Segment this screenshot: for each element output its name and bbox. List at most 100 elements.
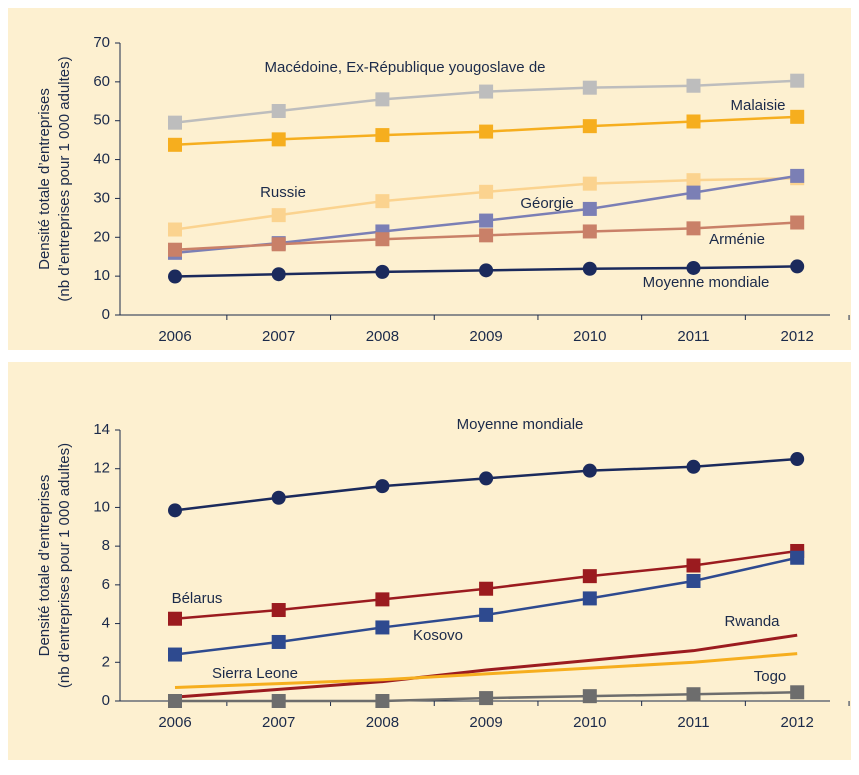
- point: [479, 581, 494, 596]
- point: [582, 224, 597, 239]
- point: [582, 463, 597, 478]
- point: [375, 620, 390, 635]
- point: [479, 471, 494, 486]
- y-tick-label: 50: [93, 112, 110, 129]
- series-label: Moyenne mondiale: [643, 274, 770, 291]
- y-tick-label: 70: [93, 34, 110, 51]
- point: [479, 607, 494, 622]
- point: [479, 228, 494, 243]
- y-tick-label: 60: [93, 73, 110, 90]
- point: [686, 114, 701, 129]
- point: [686, 573, 701, 588]
- point: [375, 264, 390, 279]
- point: [271, 267, 286, 282]
- point: [271, 490, 286, 505]
- point: [790, 452, 805, 467]
- point: [168, 137, 182, 152]
- series-label: Russie: [260, 184, 306, 201]
- point: [168, 694, 182, 708]
- point: [479, 691, 494, 706]
- y-tick-label: 8: [102, 537, 110, 554]
- x-tick-label: 2009: [469, 714, 502, 731]
- point: [479, 184, 494, 199]
- point: [271, 104, 286, 118]
- point: [686, 78, 701, 93]
- point: [790, 109, 805, 124]
- y-tick-label: 0: [102, 692, 110, 709]
- point: [790, 550, 805, 565]
- point: [375, 194, 390, 209]
- y-axis-label: (nb d’entreprises pour 1 000 adultes): [56, 443, 73, 688]
- point: [168, 503, 182, 518]
- point: [686, 260, 701, 275]
- point: [479, 124, 494, 139]
- x-tick-label: 2011: [677, 328, 709, 345]
- series-label: Togo: [754, 668, 787, 685]
- y-tick-label: 20: [93, 228, 110, 245]
- x-tick-label: 2012: [781, 328, 814, 345]
- point: [582, 689, 597, 704]
- point: [790, 73, 805, 88]
- series-line: [174, 652, 798, 689]
- y-tick-label: 2: [102, 653, 110, 670]
- point: [582, 591, 597, 606]
- x-tick-label: 2011: [677, 714, 709, 731]
- y-tick-label: 6: [102, 576, 110, 593]
- series-label: Rwanda: [724, 613, 780, 630]
- x-tick-label: 2006: [158, 328, 191, 345]
- y-tick-label: 10: [93, 267, 110, 284]
- point: [582, 261, 597, 276]
- point: [686, 687, 701, 702]
- series-label: Macédoine, Ex-République yougoslave de: [264, 59, 545, 76]
- x-tick-label: 2012: [781, 714, 814, 731]
- point: [271, 634, 286, 649]
- point: [168, 242, 182, 257]
- series-label: Géorgie: [520, 195, 573, 212]
- point: [479, 84, 494, 99]
- x-tick-label: 2010: [573, 328, 606, 345]
- point: [271, 603, 286, 618]
- series-label: Arménie: [709, 231, 765, 248]
- point: [790, 168, 805, 183]
- point: [375, 232, 390, 247]
- point: [790, 259, 805, 274]
- point: [375, 92, 390, 107]
- y-tick-label: 12: [93, 460, 110, 477]
- x-tick-label: 2008: [366, 714, 399, 731]
- point: [790, 215, 805, 230]
- series-label: Moyenne mondiale: [457, 416, 584, 433]
- point: [271, 237, 286, 252]
- point: [686, 459, 701, 474]
- point: [168, 647, 182, 662]
- point: [168, 269, 182, 284]
- series-label: Kosovo: [413, 627, 463, 644]
- series-label: Bélarus: [172, 590, 223, 607]
- point: [686, 173, 701, 188]
- point: [375, 694, 390, 708]
- y-tick-label: 14: [93, 421, 110, 438]
- x-tick-label: 2008: [366, 328, 399, 345]
- series-label: Sierra Leone: [212, 665, 298, 682]
- point: [582, 80, 597, 95]
- point: [168, 611, 182, 626]
- point: [686, 221, 701, 236]
- y-tick-label: 40: [93, 151, 110, 168]
- y-tick-label: 10: [93, 498, 110, 515]
- y-axis-label: Densité totale d’entreprises: [36, 475, 53, 657]
- point: [582, 119, 597, 134]
- point: [271, 132, 286, 147]
- point: [479, 263, 494, 278]
- point: [271, 208, 286, 223]
- x-tick-label: 2006: [158, 714, 191, 731]
- point: [686, 558, 701, 573]
- point: [168, 115, 182, 130]
- point: [479, 213, 494, 228]
- x-tick-label: 2009: [469, 328, 502, 345]
- point: [582, 176, 597, 191]
- point: [375, 128, 390, 143]
- y-axis-label: (nb d’entreprises pour 1 000 adultes): [56, 56, 73, 301]
- point: [271, 694, 286, 708]
- point: [168, 222, 182, 237]
